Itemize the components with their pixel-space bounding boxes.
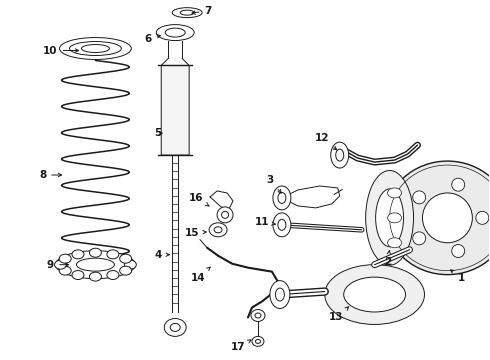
Text: 13: 13 bbox=[328, 307, 349, 323]
FancyBboxPatch shape bbox=[161, 66, 189, 155]
Ellipse shape bbox=[386, 161, 490, 275]
Ellipse shape bbox=[107, 250, 119, 259]
Ellipse shape bbox=[452, 178, 465, 191]
Ellipse shape bbox=[331, 142, 349, 168]
Text: 10: 10 bbox=[43, 45, 78, 55]
Ellipse shape bbox=[325, 265, 424, 324]
Ellipse shape bbox=[165, 28, 185, 37]
Ellipse shape bbox=[278, 219, 286, 230]
Ellipse shape bbox=[120, 266, 132, 275]
Polygon shape bbox=[0, 186, 9, 208]
Ellipse shape bbox=[388, 213, 401, 223]
Text: 12: 12 bbox=[315, 133, 337, 150]
Ellipse shape bbox=[217, 207, 233, 223]
Ellipse shape bbox=[388, 188, 401, 198]
Text: 4: 4 bbox=[154, 250, 170, 260]
Ellipse shape bbox=[72, 250, 84, 259]
Ellipse shape bbox=[252, 336, 264, 346]
Ellipse shape bbox=[90, 248, 101, 257]
Ellipse shape bbox=[376, 189, 404, 247]
Ellipse shape bbox=[273, 213, 291, 237]
Text: 5: 5 bbox=[155, 128, 162, 138]
Ellipse shape bbox=[70, 41, 122, 55]
Ellipse shape bbox=[336, 149, 343, 161]
Ellipse shape bbox=[90, 272, 101, 281]
Text: 17: 17 bbox=[231, 340, 251, 352]
Ellipse shape bbox=[255, 313, 261, 318]
Ellipse shape bbox=[209, 223, 227, 237]
Ellipse shape bbox=[76, 258, 114, 271]
Ellipse shape bbox=[81, 45, 109, 53]
Text: 7: 7 bbox=[192, 6, 212, 15]
Ellipse shape bbox=[255, 339, 261, 343]
Ellipse shape bbox=[164, 319, 186, 336]
Ellipse shape bbox=[120, 254, 132, 263]
Ellipse shape bbox=[388, 238, 401, 248]
Ellipse shape bbox=[54, 260, 67, 269]
Ellipse shape bbox=[59, 37, 131, 59]
Ellipse shape bbox=[59, 266, 71, 275]
Ellipse shape bbox=[278, 193, 286, 203]
Ellipse shape bbox=[422, 193, 472, 243]
Ellipse shape bbox=[275, 288, 284, 301]
Text: 3: 3 bbox=[266, 175, 281, 193]
Ellipse shape bbox=[180, 10, 194, 15]
Ellipse shape bbox=[72, 271, 84, 279]
Text: 1: 1 bbox=[451, 270, 465, 283]
Polygon shape bbox=[0, 282, 9, 339]
Ellipse shape bbox=[476, 211, 489, 224]
Ellipse shape bbox=[366, 171, 414, 265]
Ellipse shape bbox=[107, 271, 119, 279]
Text: 2: 2 bbox=[384, 251, 391, 267]
Ellipse shape bbox=[413, 191, 426, 204]
Ellipse shape bbox=[251, 310, 265, 321]
Ellipse shape bbox=[59, 254, 71, 263]
Ellipse shape bbox=[452, 244, 465, 257]
Text: 8: 8 bbox=[39, 170, 62, 180]
Ellipse shape bbox=[55, 251, 135, 279]
Ellipse shape bbox=[343, 277, 406, 312]
Text: 11: 11 bbox=[255, 217, 275, 227]
Ellipse shape bbox=[413, 232, 426, 245]
Ellipse shape bbox=[270, 280, 290, 309]
Ellipse shape bbox=[170, 323, 180, 332]
Text: 16: 16 bbox=[189, 193, 209, 206]
Ellipse shape bbox=[221, 211, 228, 219]
Ellipse shape bbox=[124, 260, 136, 269]
Ellipse shape bbox=[156, 24, 194, 41]
Ellipse shape bbox=[214, 227, 222, 233]
Text: 15: 15 bbox=[185, 228, 206, 238]
Ellipse shape bbox=[273, 186, 291, 210]
Text: 9: 9 bbox=[47, 260, 69, 270]
Text: 14: 14 bbox=[191, 267, 210, 283]
Ellipse shape bbox=[172, 8, 202, 18]
Text: 6: 6 bbox=[145, 33, 161, 44]
